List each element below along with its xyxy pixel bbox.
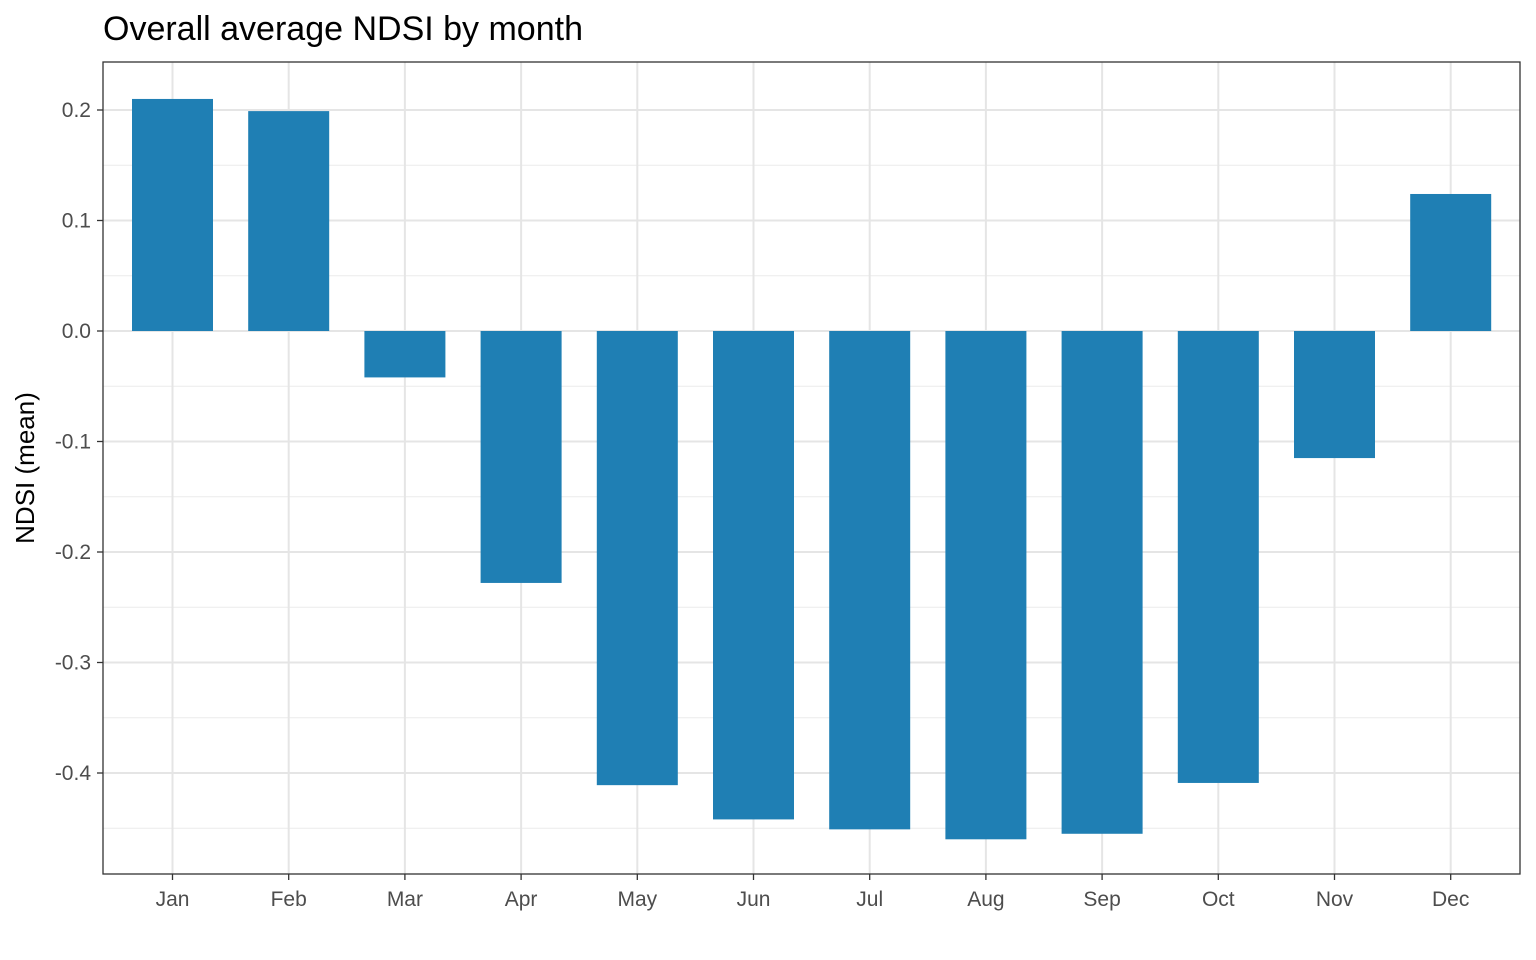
bar-oct (1177, 331, 1259, 783)
bar-may (596, 331, 678, 786)
x-axis: Jan Feb Mar Apr May Jun Jul Aug Sep Oct Nov Dec (156, 874, 1469, 911)
bars (132, 98, 1492, 840)
y-tick-label: -0.3 (55, 652, 91, 675)
bar-dec (1410, 193, 1492, 331)
x-tick-label-mar: Mar (387, 888, 423, 911)
y-tick-label: -0.1 (55, 431, 91, 454)
y-tick-label: -0.4 (55, 762, 92, 785)
bar-jan (132, 98, 213, 331)
y-tick-label: 0.1 (62, 210, 91, 233)
y-tick-label: 0.2 (62, 99, 91, 122)
minor-gridlines (103, 164, 1520, 829)
bar-jul (829, 331, 911, 830)
x-tick-label-feb: Feb (271, 888, 307, 911)
chart-title: Overall average NDSI by month (103, 10, 583, 48)
x-tick-label-aug: Aug (967, 888, 1004, 911)
bar-mar (364, 331, 446, 378)
panel-border (102, 61, 1521, 875)
y-tick-label: 0.0 (62, 320, 91, 343)
y-axis-title: NDSI (mean) (10, 392, 40, 544)
bar-apr (480, 331, 562, 583)
x-tick-label-jul: Jul (856, 888, 883, 911)
x-tick-label-oct: Oct (1202, 888, 1235, 911)
x-tick-label-jun: Jun (737, 888, 771, 911)
x-tick-label-nov: Nov (1316, 888, 1354, 911)
x-tick-label-jan: Jan (156, 888, 190, 911)
bar-aug (945, 331, 1027, 840)
x-tick-label-may: May (617, 888, 657, 911)
bar-jun (713, 331, 794, 820)
bar-feb (248, 111, 330, 331)
x-tick-label-apr: Apr (505, 888, 538, 911)
bar-nov (1294, 331, 1375, 459)
x-tick-label-sep: Sep (1083, 888, 1120, 911)
y-axis: 0.2 0.1 0.0 -0.1 -0.2 -0.3 -0.4 (55, 99, 103, 785)
bar-sep (1061, 331, 1143, 834)
x-tick-label-dec: Dec (1432, 888, 1469, 911)
y-tick-label: -0.2 (55, 541, 91, 564)
